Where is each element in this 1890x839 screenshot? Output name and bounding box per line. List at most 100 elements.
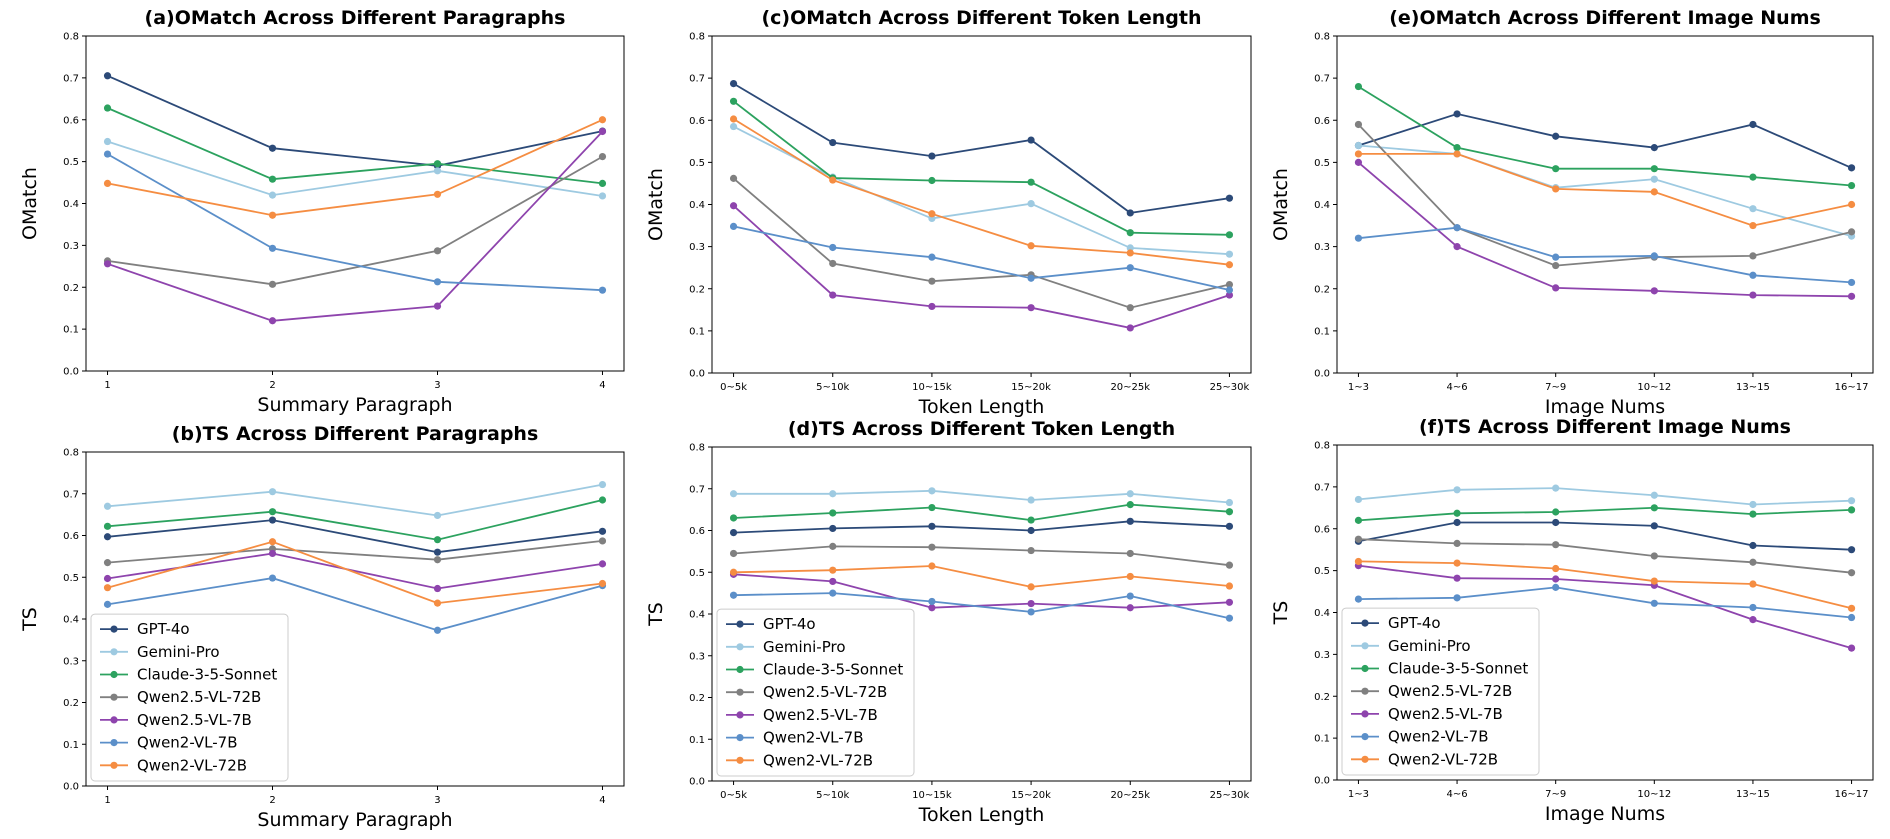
- x-tick-label: 25~30k: [1210, 790, 1250, 801]
- legend-box: [90, 613, 289, 782]
- y-tick-label: 0.1: [689, 326, 705, 337]
- data-point: [1552, 583, 1560, 591]
- series-line: [1358, 152, 1852, 227]
- x-tick-label: 13~15: [1736, 789, 1770, 800]
- data-point: [1749, 510, 1757, 518]
- data-point: [829, 542, 837, 550]
- series-line: [107, 577, 603, 632]
- y-tick-label: 0.8: [689, 443, 705, 454]
- series-2: [1354, 484, 1856, 509]
- x-tick-label: 3: [434, 380, 440, 391]
- data-point: [268, 144, 277, 152]
- data-point: [1650, 188, 1658, 196]
- x-tick-label: 1~3: [1348, 789, 1369, 800]
- data-point: [1027, 496, 1035, 504]
- series-4: [1354, 535, 1856, 577]
- data-point: [1354, 120, 1363, 129]
- data-point: [1650, 599, 1658, 607]
- data-point: [1126, 244, 1134, 252]
- series-1: [103, 516, 607, 556]
- legend-marker: [736, 665, 744, 674]
- data-point: [829, 589, 837, 597]
- data-point: [1027, 304, 1035, 312]
- data-point: [1453, 486, 1461, 494]
- y-tick-label: 0.5: [689, 158, 705, 169]
- series-line: [1358, 521, 1852, 551]
- data-point: [1552, 564, 1560, 573]
- series-line: [107, 540, 603, 564]
- data-point: [598, 579, 607, 588]
- data-point: [1847, 200, 1856, 209]
- x-tick-label: 2: [269, 380, 275, 391]
- series-line: [1357, 161, 1852, 298]
- y-tick-label: 0.5: [63, 573, 79, 584]
- series-line: [733, 125, 1230, 256]
- data-point: [598, 127, 607, 136]
- data-point: [1749, 221, 1757, 230]
- legend-marker: [736, 711, 744, 719]
- data-point: [1847, 228, 1856, 236]
- data-point: [729, 514, 738, 522]
- data-point: [928, 152, 936, 160]
- data-point: [1847, 164, 1856, 172]
- data-point: [1749, 500, 1757, 509]
- data-point: [103, 137, 112, 146]
- x-tick-label: 4~6: [1447, 382, 1468, 393]
- data-point: [1126, 229, 1134, 237]
- y-tick-label: 0.0: [63, 782, 79, 793]
- series-3: [103, 104, 607, 187]
- legend-label: Claude-3-5-Sonnet: [137, 666, 277, 684]
- data-point: [1027, 136, 1035, 144]
- y-tick-label: 0.0: [689, 777, 705, 788]
- series-line: [107, 74, 603, 167]
- data-point: [829, 243, 837, 252]
- data-point: [103, 72, 112, 80]
- data-point: [1552, 261, 1560, 270]
- legend-label: Qwen2.5-VL-72B: [137, 688, 261, 706]
- data-point: [1126, 264, 1134, 272]
- data-point: [1552, 165, 1560, 173]
- data-point: [433, 278, 442, 286]
- data-point: [928, 562, 936, 570]
- data-point: [1225, 280, 1234, 289]
- data-point: [729, 122, 738, 131]
- data-point: [1847, 613, 1856, 622]
- data-point: [1126, 324, 1134, 332]
- data-point: [829, 566, 837, 574]
- y-tick-label: 0.8: [689, 32, 705, 43]
- legend-label: Gemini-Pro: [1388, 637, 1471, 655]
- data-point: [433, 160, 442, 168]
- data-point: [1453, 509, 1461, 517]
- y-tick-label: 0.7: [63, 73, 79, 84]
- data-point: [1749, 603, 1757, 612]
- data-point: [729, 115, 738, 123]
- data-point: [1354, 82, 1363, 91]
- data-point: [1027, 242, 1035, 250]
- data-point: [1354, 141, 1363, 150]
- data-point: [1225, 508, 1234, 516]
- data-point: [1650, 491, 1658, 499]
- data-point: [1225, 614, 1234, 622]
- data-point: [433, 599, 442, 607]
- data-point: [1453, 539, 1461, 548]
- y-tick-label: 0.6: [689, 526, 705, 537]
- data-point: [268, 211, 277, 219]
- y-tick-label: 0.4: [689, 200, 705, 211]
- data-point: [433, 190, 442, 198]
- legend-label: Qwen2-VL-7B: [1388, 728, 1489, 746]
- data-point: [1749, 173, 1757, 181]
- data-point: [1354, 535, 1363, 543]
- data-point: [1027, 274, 1035, 282]
- chart-title: (c)OMatch Across Different Token Length: [761, 7, 1201, 29]
- data-point: [268, 549, 277, 558]
- y-axis-label: TS: [1270, 601, 1292, 626]
- legend: GPT-4o Gemini-Pro Claude-3-5-Sonnet Qwen2.5…: [1341, 607, 1540, 776]
- data-point: [598, 153, 607, 161]
- series-line: [107, 107, 603, 185]
- plot-frame: [1336, 35, 1874, 374]
- x-tick-label: 3: [434, 795, 440, 806]
- x-tick-label: 5~10k: [816, 382, 849, 393]
- data-point: [729, 174, 738, 182]
- x-tick-label: 0~5k: [720, 790, 747, 801]
